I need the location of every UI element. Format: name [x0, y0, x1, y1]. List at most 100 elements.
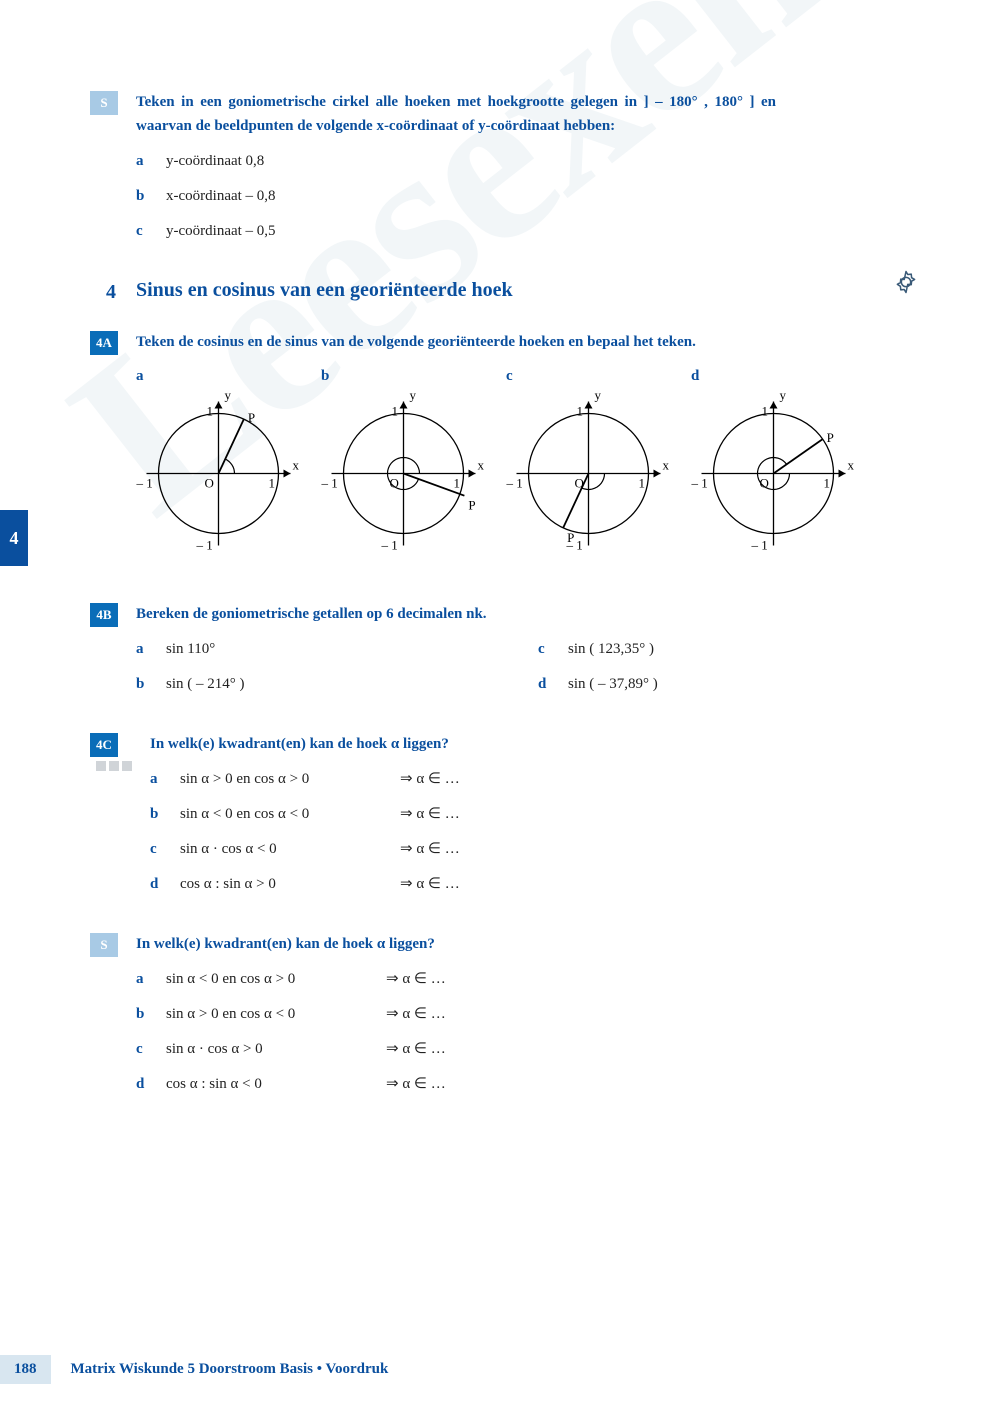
svg-text:– 1: – 1 [506, 476, 523, 491]
sub-label: a [150, 766, 180, 793]
exercise-4c: 4C In welk(e) kwadrant(en) kan de hoek α… [90, 732, 940, 906]
sub-item: bsin ( – 214° ) [136, 671, 538, 698]
condition-lhs: sin α · cos α < 0 [180, 836, 400, 863]
sub-label: d [136, 1071, 166, 1098]
condition-rhs: ⇒ α ∈ … [386, 1036, 446, 1063]
svg-text:1: 1 [454, 476, 461, 491]
sub-item: dcos α : sin α < 0⇒ α ∈ … [136, 1071, 940, 1098]
sub-item: asin α > 0 en cos α > 0⇒ α ∈ … [150, 766, 940, 793]
svg-text:P: P [827, 430, 834, 445]
condition-lhs: sin α > 0 en cos α < 0 [166, 1001, 386, 1028]
sub-item: csin α · cos α > 0⇒ α ∈ … [136, 1036, 940, 1063]
sub-item: dsin ( – 37,89° ) [538, 671, 940, 698]
exercise-tag-s: S [90, 91, 118, 115]
condition-rhs: ⇒ α ∈ … [400, 801, 460, 828]
section-title: Sinus en cosinus van een georiënteerde h… [136, 279, 940, 302]
unit-circle-diagram: x y 1 – 1 1 – 1 O P [691, 391, 856, 566]
condition-lhs: sin α < 0 en cos α < 0 [180, 801, 400, 828]
sub-label: c [538, 636, 568, 663]
condition-rhs: ⇒ α ∈ … [386, 1071, 446, 1098]
sub-text: sin 110° [166, 636, 215, 663]
circle-block: c x y 1 – 1 1 – 1 O P [506, 368, 671, 566]
sub-label: a [136, 636, 166, 663]
sub-text: sin ( – 37,89° ) [568, 671, 658, 698]
svg-text:1: 1 [824, 476, 831, 491]
sub-text: y-coördinaat – 0,5 [166, 218, 276, 245]
sub-item: bx-coördinaat – 0,8 [136, 183, 940, 210]
svg-text:1: 1 [207, 404, 214, 419]
section-4-heading: 4 Sinus en cosinus van een georiënteerde… [90, 279, 940, 304]
sub-label: d [150, 871, 180, 898]
svg-text:y: y [780, 391, 787, 403]
svg-text:1: 1 [639, 476, 646, 491]
exercise-4a: 4A Teken de cosinus en de sinus van de v… [90, 330, 940, 576]
condition-rhs: ⇒ α ∈ … [386, 966, 446, 993]
difficulty-indicator [96, 761, 132, 771]
svg-text:O: O [760, 476, 769, 491]
svg-text:O: O [205, 476, 214, 491]
sub-text: y-coördinaat 0,8 [166, 148, 264, 175]
svg-text:1: 1 [269, 476, 276, 491]
exercise-title: Teken de cosinus en de sinus van de volg… [136, 330, 776, 354]
svg-text:1: 1 [392, 404, 399, 419]
svg-text:1: 1 [577, 404, 584, 419]
sub-label: a [136, 148, 166, 175]
sub-item: ay-coördinaat 0,8 [136, 148, 940, 175]
condition-rhs: ⇒ α ∈ … [400, 766, 460, 793]
exercise-title: In welk(e) kwadrant(en) kan de hoek α li… [150, 732, 940, 756]
condition-lhs: sin α > 0 en cos α > 0 [180, 766, 400, 793]
exercise-s2: S In welk(e) kwadrant(en) kan de hoek α … [90, 932, 940, 1106]
sub-label: c [150, 836, 180, 863]
sub-item: bsin α < 0 en cos α < 0⇒ α ∈ … [150, 801, 940, 828]
svg-text:O: O [575, 476, 584, 491]
footer-text: Matrix Wiskunde 5 Doorstroom Basis • Voo… [71, 1361, 389, 1378]
condition-rhs: ⇒ α ∈ … [400, 836, 460, 863]
unit-circle-diagram: x y 1 – 1 1 – 1 O P [321, 391, 486, 566]
page-number: 188 [0, 1355, 51, 1384]
sub-label: c [136, 1036, 166, 1063]
exercise-s1: S Teken in een goniometrische cirkel all… [90, 90, 940, 253]
circle-block: b x y 1 – 1 1 – 1 O P [321, 368, 486, 566]
exercise-title: In welk(e) kwadrant(en) kan de hoek α li… [136, 932, 940, 956]
svg-text:P: P [567, 530, 574, 545]
svg-text:– 1: – 1 [136, 476, 153, 491]
unit-circle-diagram: x y 1 – 1 1 – 1 O P [506, 391, 671, 566]
svg-text:x: x [663, 458, 670, 473]
exercise-title: Bereken de goniometrische getallen op 6 … [136, 602, 940, 626]
unit-circle-diagram: x y 1 – 1 1 – 1 O P [136, 391, 301, 566]
svg-text:x: x [293, 458, 300, 473]
sub-label: b [136, 183, 166, 210]
svg-text:P: P [248, 410, 255, 425]
sub-label: b [136, 671, 166, 698]
exercise-tag-4c: 4C [90, 733, 118, 757]
circle-block: a x y 1 – 1 1 – 1 O P [136, 368, 301, 566]
sub-text: sin ( 123,35° ) [568, 636, 654, 663]
circle-label: d [691, 368, 856, 385]
sub-label: c [136, 218, 166, 245]
condition-lhs: sin α · cos α > 0 [166, 1036, 386, 1063]
circle-label: a [136, 368, 301, 385]
svg-text:x: x [478, 458, 485, 473]
svg-text:– 1: – 1 [381, 538, 398, 553]
condition-rhs: ⇒ α ∈ … [400, 871, 460, 898]
sub-item: asin 110° [136, 636, 538, 663]
svg-text:y: y [225, 391, 232, 403]
svg-text:P: P [468, 498, 475, 513]
sub-item: asin α < 0 en cos α > 0⇒ α ∈ … [136, 966, 940, 993]
svg-text:– 1: – 1 [751, 538, 768, 553]
circle-label: b [321, 368, 486, 385]
section-number: 4 [90, 280, 118, 304]
svg-text:y: y [410, 391, 417, 403]
sub-text: sin ( – 214° ) [166, 671, 245, 698]
sub-label: d [538, 671, 568, 698]
svg-text:– 1: – 1 [691, 476, 708, 491]
circle-block: d x y 1 – 1 1 – 1 O P [691, 368, 856, 566]
page-footer: 188 Matrix Wiskunde 5 Doorstroom Basis •… [0, 1355, 388, 1384]
svg-text:x: x [848, 458, 855, 473]
exercise-tag-4a: 4A [90, 331, 118, 355]
sub-label: b [150, 801, 180, 828]
circle-label: c [506, 368, 671, 385]
svg-text:y: y [595, 391, 602, 403]
sub-item: bsin α > 0 en cos α < 0⇒ α ∈ … [136, 1001, 940, 1028]
condition-rhs: ⇒ α ∈ … [386, 1001, 446, 1028]
